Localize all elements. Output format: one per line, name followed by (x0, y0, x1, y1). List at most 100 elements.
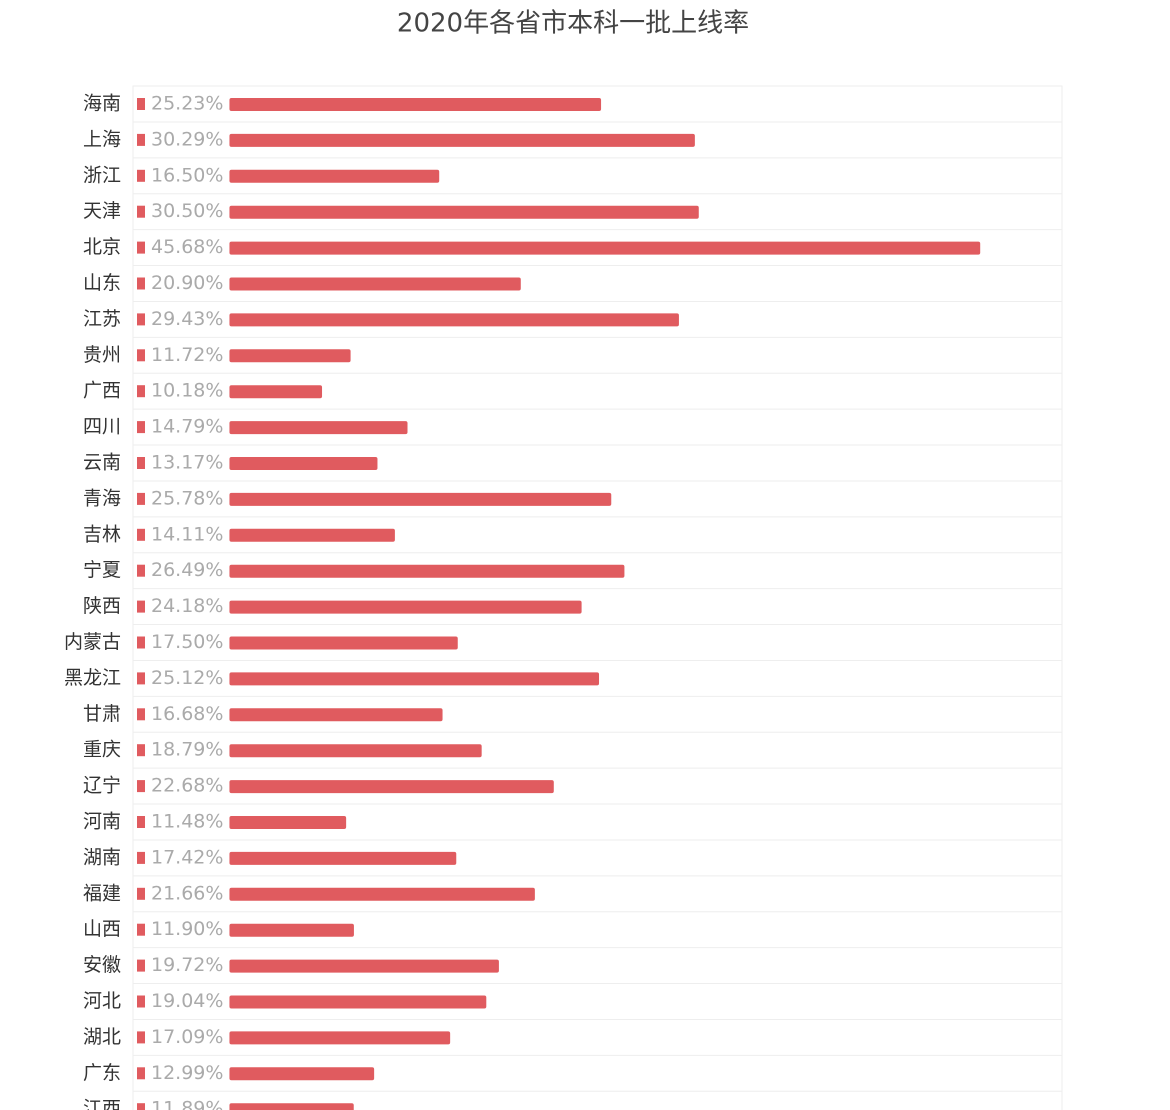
category-label: 河南 (83, 811, 121, 833)
bar (229, 600, 582, 614)
value-label: 11.48% (151, 811, 223, 833)
bar (229, 708, 443, 722)
bar-marker (137, 600, 145, 613)
category-label: 贵州 (83, 344, 121, 366)
value-label: 16.50% (151, 164, 223, 186)
value-label: 10.18% (151, 380, 223, 402)
value-label: 26.49% (151, 559, 223, 581)
value-label: 25.12% (151, 667, 223, 689)
bar-marker (137, 241, 145, 254)
bar (229, 169, 440, 183)
category-label: 海南 (83, 93, 121, 115)
bar (229, 421, 408, 435)
bar-marker (137, 636, 145, 649)
category-label: 内蒙古 (64, 631, 121, 653)
bar-marker (137, 457, 145, 469)
bar (229, 564, 625, 578)
bar (229, 205, 699, 219)
category-label: 江西 (83, 1098, 121, 1110)
bar (229, 1031, 451, 1045)
value-label: 14.79% (151, 416, 223, 438)
bar-marker (137, 492, 145, 505)
bar (229, 672, 600, 686)
category-label: 湖北 (83, 1026, 121, 1048)
bar-marker (137, 744, 145, 757)
bar (229, 780, 554, 794)
category-label: 浙江 (83, 164, 121, 186)
bar (229, 816, 347, 829)
category-label: 山东 (83, 272, 121, 294)
value-label: 17.09% (151, 1026, 223, 1048)
category-label: 宁夏 (83, 559, 121, 581)
chart-title: 2020年各省市本科一批上线率 (397, 9, 749, 39)
value-label: 20.90% (151, 272, 223, 294)
value-label: 45.68% (151, 236, 223, 258)
bar-marker (137, 851, 145, 864)
bar-marker (137, 959, 145, 972)
bar (229, 133, 695, 147)
value-label: 25.78% (151, 487, 223, 509)
category-label: 天津 (83, 200, 121, 222)
bar-marker (137, 995, 145, 1008)
value-label: 30.29% (151, 128, 223, 150)
category-label: 上海 (83, 128, 121, 150)
bar-marker (137, 349, 145, 362)
value-label: 19.72% (151, 954, 223, 976)
bar (229, 1103, 354, 1110)
bar (229, 1067, 375, 1081)
bar-marker (137, 708, 145, 721)
category-label: 山西 (83, 918, 121, 940)
value-label: 30.50% (151, 200, 223, 222)
bar (229, 241, 981, 255)
bar-marker (137, 528, 145, 541)
value-label: 25.23% (151, 93, 223, 115)
bar (229, 995, 487, 1009)
bar (229, 636, 458, 650)
bar-marker (137, 169, 145, 182)
category-label: 黑龙江 (64, 667, 121, 689)
bar (229, 528, 395, 542)
bar (229, 98, 602, 111)
bar (229, 851, 457, 865)
bar-marker (137, 1067, 145, 1080)
bar (229, 959, 499, 973)
category-label: 广东 (83, 1062, 121, 1084)
bar (229, 277, 521, 291)
bar-marker (137, 564, 145, 577)
bar-marker (137, 923, 145, 936)
category-label: 河北 (83, 990, 121, 1012)
category-label: 四川 (83, 416, 121, 438)
value-label: 11.90% (151, 918, 223, 940)
bar (229, 349, 351, 363)
category-label: 陕西 (83, 595, 121, 617)
category-label: 吉林 (83, 523, 121, 545)
value-label: 29.43% (151, 308, 223, 330)
category-label: 云南 (83, 452, 121, 474)
bar-marker (137, 672, 145, 685)
plot-panel (132, 85, 1063, 1110)
bar-marker (137, 887, 145, 900)
category-label: 江苏 (83, 308, 121, 330)
category-label: 重庆 (83, 739, 121, 761)
bar-marker (137, 385, 145, 398)
category-label: 北京 (83, 236, 121, 258)
bar-marker (137, 98, 145, 110)
value-label: 21.66% (151, 882, 223, 904)
value-label: 22.68% (151, 775, 223, 797)
category-label: 福建 (83, 882, 121, 904)
category-label: 广西 (83, 380, 121, 402)
bar (229, 457, 378, 470)
bar (229, 385, 323, 399)
bar (229, 923, 354, 937)
bar-marker (137, 1031, 145, 1044)
bar-marker (137, 133, 145, 146)
bar (229, 744, 482, 758)
bar-marker (137, 277, 145, 290)
value-label: 11.72% (151, 344, 223, 366)
category-label: 甘肃 (83, 703, 121, 725)
value-label: 17.50% (151, 631, 223, 653)
value-label: 16.68% (151, 703, 223, 725)
bar-marker (137, 816, 145, 828)
value-label: 24.18% (151, 595, 223, 617)
